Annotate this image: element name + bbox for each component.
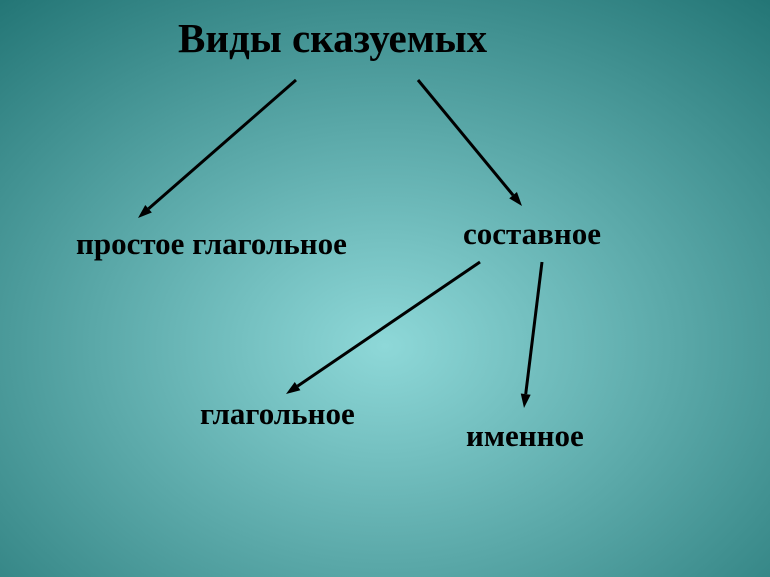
node-simple-verbal: простое глагольное — [76, 226, 347, 262]
node-verbal: глагольное — [200, 396, 355, 432]
node-nominal: именное — [466, 418, 584, 454]
node-compound: составное — [463, 216, 601, 252]
title: Виды сказуемых — [178, 14, 487, 62]
slide: Виды сказуемых простое глагольное состав… — [0, 0, 770, 577]
background — [0, 0, 770, 577]
